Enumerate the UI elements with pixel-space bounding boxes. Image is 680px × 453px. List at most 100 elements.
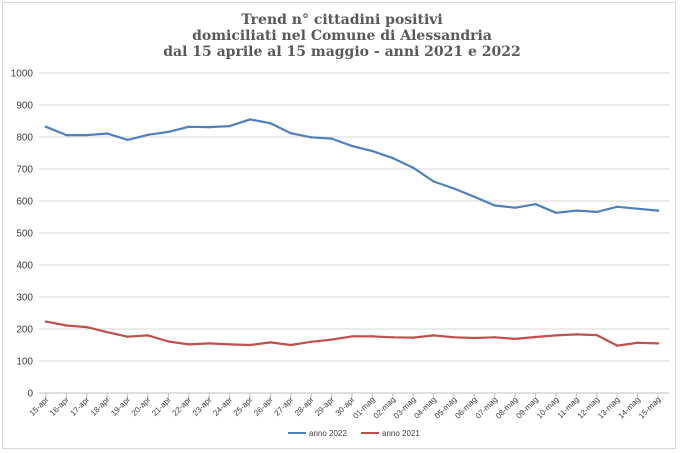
data-point [85, 133, 89, 137]
data-point [636, 341, 639, 344]
x-tick-label: 27-apr [272, 395, 295, 418]
legend-label: anno 2022 [309, 429, 347, 438]
data-point [616, 205, 619, 208]
data-point [371, 149, 374, 153]
data-point [452, 187, 456, 190]
data-point [126, 335, 129, 338]
x-tick-label: 22-apr [170, 395, 193, 418]
data-point [595, 210, 598, 214]
data-point [575, 333, 578, 336]
data-point [554, 334, 558, 337]
x-tick-label: 20-apr [130, 395, 153, 418]
data-point [636, 207, 639, 210]
data-point [575, 209, 578, 212]
x-tick-label: 18-apr [89, 395, 112, 418]
data-point [248, 118, 252, 121]
chart-title-line: Trend n° cittadini positivi [241, 12, 442, 28]
data-point [330, 338, 333, 341]
chart-frame: Trend n° cittadini positivi domiciliati n… [2, 2, 676, 449]
data-point [269, 341, 272, 344]
x-tick-label: 17-apr [68, 395, 91, 418]
x-tick-label: 26-apr [252, 395, 275, 418]
data-point [106, 331, 109, 334]
data-point [187, 125, 190, 128]
data-point [310, 340, 313, 343]
y-tick-label: 900 [16, 101, 33, 112]
data-point [514, 206, 517, 209]
data-point [493, 336, 496, 339]
data-point [187, 343, 190, 346]
x-tick-label: 25-apr [232, 395, 255, 418]
x-tick-label: 21-apr [150, 395, 173, 418]
data-point [289, 131, 292, 135]
data-point [412, 166, 415, 169]
x-tick-label: 10-mag [535, 395, 561, 421]
data-point [146, 133, 150, 136]
y-tick-label: 800 [16, 133, 33, 144]
data-point [595, 333, 598, 337]
data-point [106, 132, 109, 135]
y-tick-label: 500 [16, 229, 33, 240]
data-point [514, 337, 517, 341]
data-point [289, 343, 292, 347]
data-point [350, 144, 354, 148]
y-tick-label: 1000 [11, 69, 34, 80]
data-point [85, 325, 89, 329]
data-point [44, 125, 48, 128]
y-tick-label: 100 [16, 357, 33, 368]
y-tick-label: 600 [16, 197, 33, 208]
data-point [391, 156, 394, 160]
series-lines [44, 118, 660, 347]
data-point [554, 211, 558, 215]
data-point [228, 343, 231, 346]
gridlines [39, 72, 669, 394]
data-point [656, 342, 660, 345]
data-point [616, 344, 619, 347]
series-line-anno-2022 [44, 118, 660, 214]
x-tick-label: 28-apr [293, 395, 316, 418]
legend: anno 2022 anno 2021 [288, 429, 420, 438]
data-point [228, 124, 231, 128]
x-tick-label: 23-apr [191, 395, 214, 418]
data-point [371, 335, 374, 338]
data-point [65, 324, 68, 327]
series-line-anno-2021 [44, 320, 660, 347]
y-tick-label: 400 [16, 261, 33, 272]
x-tick-label: 19-apr [109, 395, 132, 418]
data-point [412, 336, 415, 339]
y-axis-ticks: 0 100 200 300 400 500 600 700 800 900 1000 [11, 69, 34, 400]
data-point [65, 133, 68, 137]
data-point [269, 122, 272, 125]
data-point [208, 342, 211, 345]
data-point [208, 125, 211, 129]
data-point [350, 335, 354, 338]
data-point [167, 340, 170, 343]
data-point [310, 136, 313, 139]
x-axis-ticks: 15-apr16-apr17-apr18-apr19-apr20-apr21-a… [28, 393, 663, 421]
chart-title-line: dal 15 aprile al 15 maggio - anni 2021 e… [163, 44, 521, 60]
x-tick-label: 15-mag [637, 395, 663, 421]
data-point [248, 343, 252, 347]
data-point [452, 336, 456, 339]
x-tick-label: 16-apr [48, 395, 71, 418]
data-point [473, 336, 476, 340]
y-tick-label: 700 [16, 165, 33, 176]
chart-title-line: domiciliati nel Comune di Alessandria [192, 28, 492, 44]
data-point [656, 209, 660, 212]
data-point [534, 335, 537, 339]
data-point [44, 320, 48, 323]
data-point [126, 138, 129, 142]
legend-label: anno 2021 [382, 429, 420, 438]
data-point [391, 336, 394, 339]
data-point [473, 195, 476, 199]
x-tick-label: 24-apr [211, 395, 234, 418]
data-point [493, 204, 496, 207]
y-tick-label: 300 [16, 293, 33, 304]
data-point [432, 334, 435, 337]
data-point [330, 137, 333, 140]
data-point [432, 180, 435, 183]
data-point [146, 334, 150, 337]
y-tick-label: 200 [16, 325, 33, 336]
